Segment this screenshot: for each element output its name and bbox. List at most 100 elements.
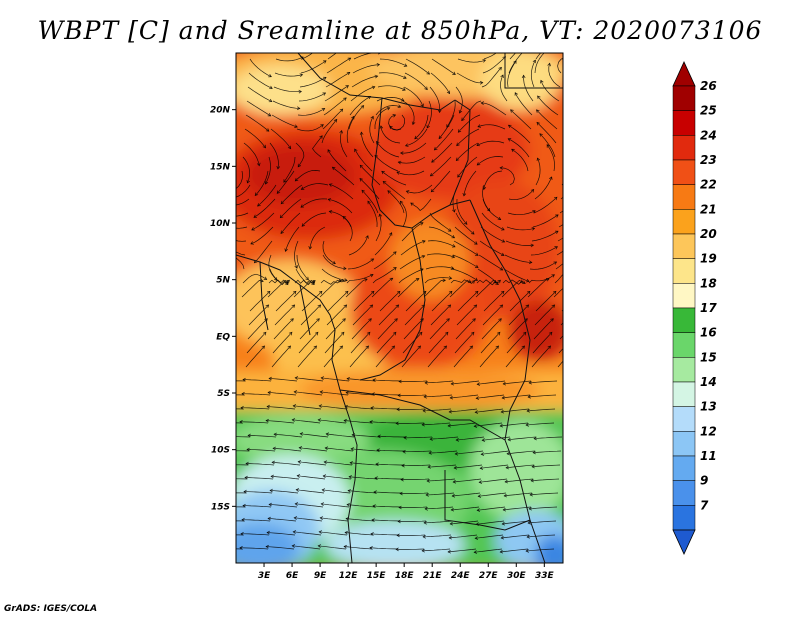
streamline-arrow [265,304,270,308]
streamline-arrow [525,549,529,553]
colorbar-swatch [672,233,696,259]
streamline [456,72,483,84]
streamline-arrow [222,435,225,438]
streamline-arrow [471,231,475,235]
streamline-arrow [525,423,529,427]
streamline [265,156,271,185]
streamline-arrow [551,274,555,278]
colorbar-swatch [672,159,696,185]
streamline [239,547,269,550]
streamline-arrow [481,438,486,442]
streamline-arrow [228,190,231,193]
streamline [352,304,373,326]
streamline-arrow [396,171,400,175]
streamline-arrow [392,331,397,336]
streamline [292,419,321,424]
streamline [399,380,428,382]
streamline [296,124,324,132]
country-boundaries [236,53,563,563]
streamline [456,128,480,146]
streamline-arrow [294,376,299,380]
streamline-arrow [318,404,323,408]
streamline [431,291,453,312]
streamline-arrow [569,57,572,60]
streamline [402,100,415,125]
streamline-arrow [370,532,374,536]
streamline-arrow [462,192,467,197]
streamline-arrow [322,92,327,96]
streamline [530,59,536,88]
streamline [398,268,424,284]
streamline-arrow [395,547,399,552]
streamline [329,183,354,200]
streamline [500,422,529,427]
streamline-arrow [497,279,501,284]
streamline [318,419,347,424]
streamline [241,280,264,298]
colorbar-label: 14 [700,375,717,389]
streamline [350,332,371,354]
streamline [236,240,247,242]
streamline-arrow [501,239,506,243]
streamline-arrow [400,477,404,482]
streamline-arrow [528,380,532,385]
streamline-arrow [453,465,458,470]
streamline-arrow [395,421,399,426]
streamline-arrow [571,262,574,265]
streamline-arrow [578,305,581,308]
streamline-arrow [242,377,246,382]
streamline [352,434,381,438]
lon-tick-label: 30E [507,571,527,581]
streamline-arrow [398,379,402,384]
streamline [530,492,559,496]
streamline-arrow [426,479,430,483]
streamline [389,114,406,131]
streamline-arrow [473,424,478,428]
streamline-arrow [290,318,294,322]
streamline-arrow [242,503,246,508]
streamline [507,210,536,216]
streamline [506,226,535,231]
streamline [535,291,557,312]
streamline [367,200,378,228]
streamline [540,80,560,102]
streamline-arrow [257,203,261,207]
streamline [241,533,270,536]
streamline-arrow [423,394,427,399]
colorbar-swatch [672,381,696,407]
streamline [401,222,424,242]
streamline-arrow [399,151,404,155]
streamline [361,132,374,158]
colorbar-label: 20 [700,227,717,241]
streamline [456,142,479,161]
streamline [323,475,352,480]
streamline [505,345,525,368]
streamline-arrow [370,290,375,295]
streamline [483,291,505,312]
streamline [556,250,563,256]
streamline-arrow [500,252,505,256]
streamline [322,254,347,270]
streamline [476,394,505,399]
streamline-arrow [530,478,534,483]
streamline-arrow [526,290,531,295]
streamline [318,545,347,550]
streamline [300,198,328,208]
streamline [280,198,302,218]
streamline-arrow [243,489,247,494]
lat-tick-label: 10S [211,446,230,456]
streamline-arrow [287,145,292,150]
streamline-arrow [415,278,420,282]
streamline [534,304,555,326]
streamline [236,212,249,217]
streamline [426,253,455,258]
streamline [449,279,472,298]
streamline-arrow [532,450,536,455]
streamline [345,406,374,410]
streamline [270,490,299,494]
streamline-arrow [405,190,410,194]
streamline-arrow [475,264,479,268]
streamline [481,450,510,455]
streamline-arrow [292,530,297,534]
